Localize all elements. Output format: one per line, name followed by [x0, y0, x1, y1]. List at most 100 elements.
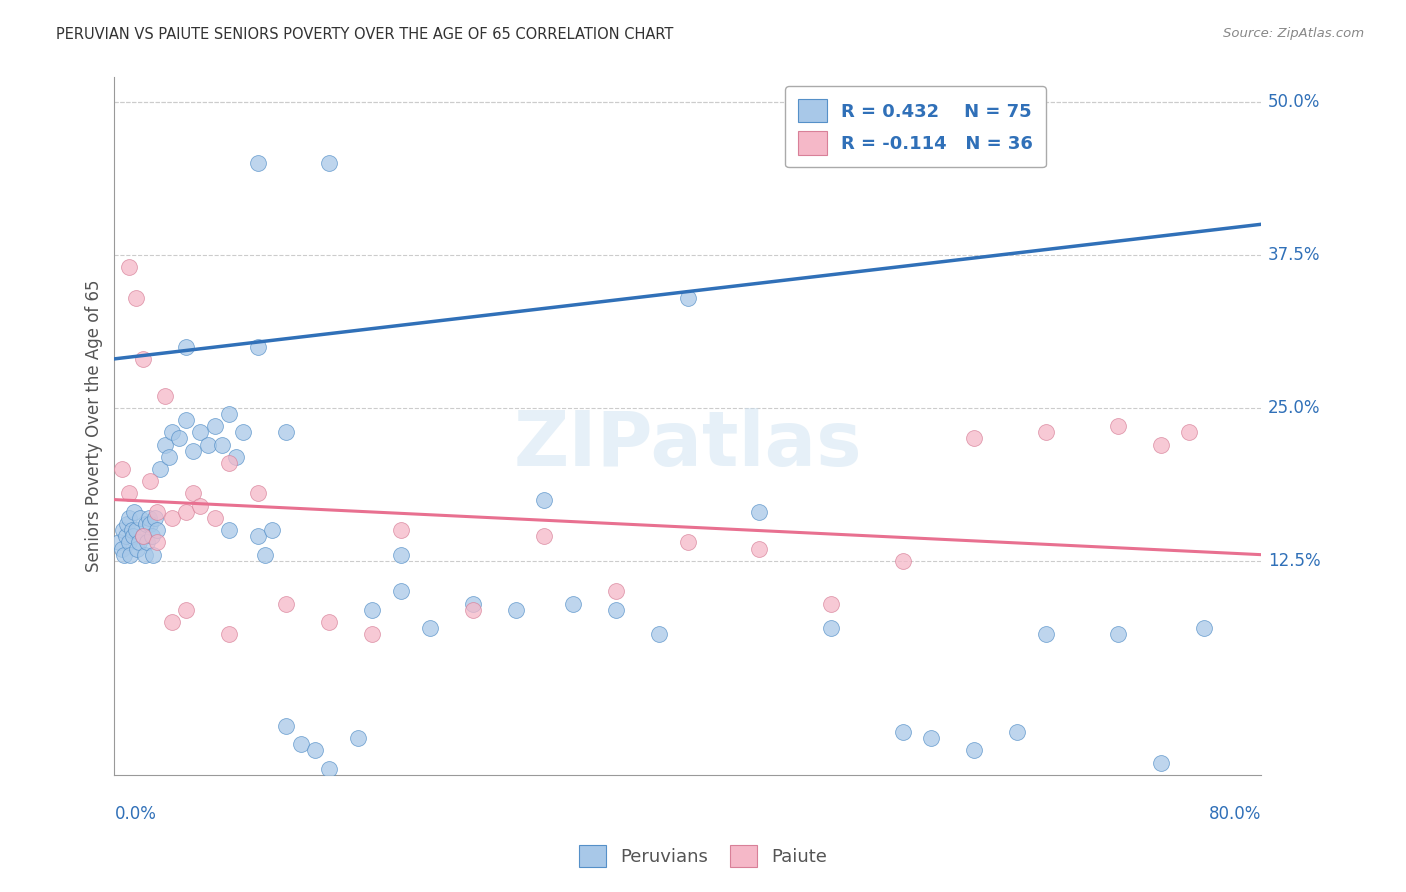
Point	[891, 725, 914, 739]
Point	[211, 437, 233, 451]
Point	[111, 523, 134, 537]
Point	[676, 535, 699, 549]
Point	[262, 523, 284, 537]
Point	[1035, 627, 1057, 641]
Point	[118, 535, 141, 549]
Point	[160, 615, 183, 629]
Point	[1192, 621, 1215, 635]
Point	[648, 627, 671, 641]
Point	[160, 511, 183, 525]
Text: ZIPatlas: ZIPatlas	[513, 408, 862, 482]
Point	[1178, 425, 1201, 440]
Point	[118, 486, 141, 500]
Point	[389, 523, 412, 537]
Point	[129, 511, 152, 525]
Text: 50.0%: 50.0%	[1268, 93, 1320, 111]
Point	[246, 340, 269, 354]
Point	[246, 486, 269, 500]
Legend: R = 0.432    N = 75, R = -0.114   N = 36: R = 0.432 N = 75, R = -0.114 N = 36	[785, 87, 1046, 167]
Point	[110, 462, 132, 476]
Point	[1035, 425, 1057, 440]
Point	[389, 548, 412, 562]
Point	[276, 719, 298, 733]
Point	[132, 529, 155, 543]
Point	[533, 492, 555, 507]
Point	[174, 340, 197, 354]
Point	[605, 603, 627, 617]
Point	[361, 603, 384, 617]
Point	[181, 486, 204, 500]
Point	[117, 517, 139, 532]
Point	[920, 731, 942, 746]
Point	[290, 737, 312, 751]
Point	[1150, 756, 1173, 770]
Point	[115, 529, 138, 543]
Point	[1150, 437, 1173, 451]
Y-axis label: Seniors Poverty Over the Age of 65: Seniors Poverty Over the Age of 65	[86, 280, 103, 573]
Point	[562, 597, 585, 611]
Point	[160, 425, 183, 440]
Point	[153, 388, 176, 402]
Point	[141, 529, 163, 543]
Point	[181, 443, 204, 458]
Point	[218, 407, 240, 421]
Point	[132, 351, 155, 366]
Point	[246, 529, 269, 543]
Point	[125, 291, 148, 305]
Point	[419, 621, 441, 635]
Point	[204, 419, 226, 434]
Point	[347, 731, 370, 746]
Point	[139, 475, 162, 489]
Point	[167, 432, 190, 446]
Point	[174, 603, 197, 617]
Point	[121, 523, 143, 537]
Text: 37.5%: 37.5%	[1268, 246, 1320, 264]
Point	[318, 156, 340, 170]
Point	[146, 523, 169, 537]
Point	[389, 584, 412, 599]
Point	[174, 413, 197, 427]
Point	[197, 437, 219, 451]
Point	[1107, 627, 1129, 641]
Point	[174, 505, 197, 519]
Point	[138, 511, 160, 525]
Point	[246, 156, 269, 170]
Point	[225, 450, 247, 464]
Point	[143, 511, 166, 525]
Point	[276, 597, 298, 611]
Text: 0.0%: 0.0%	[114, 805, 156, 823]
Point	[120, 548, 142, 562]
Point	[122, 529, 145, 543]
Point	[149, 462, 172, 476]
Point	[304, 743, 326, 757]
Legend: Peruvians, Paiute: Peruvians, Paiute	[572, 838, 834, 874]
Point	[318, 615, 340, 629]
Point	[232, 425, 254, 440]
Point	[218, 456, 240, 470]
Point	[253, 548, 276, 562]
Point	[820, 621, 842, 635]
Point	[204, 511, 226, 525]
Point	[676, 291, 699, 305]
Point	[118, 260, 141, 274]
Text: 80.0%: 80.0%	[1209, 805, 1261, 823]
Point	[190, 425, 212, 440]
Point	[146, 505, 169, 519]
Point	[1107, 419, 1129, 434]
Text: PERUVIAN VS PAIUTE SENIORS POVERTY OVER THE AGE OF 65 CORRELATION CHART: PERUVIAN VS PAIUTE SENIORS POVERTY OVER …	[56, 27, 673, 42]
Point	[139, 517, 162, 532]
Point	[318, 762, 340, 776]
Text: 12.5%: 12.5%	[1268, 552, 1320, 570]
Point	[157, 450, 180, 464]
Point	[110, 541, 132, 556]
Point	[132, 529, 155, 543]
Point	[134, 548, 156, 562]
Point	[190, 499, 212, 513]
Point	[142, 548, 165, 562]
Text: 25.0%: 25.0%	[1268, 399, 1320, 417]
Point	[118, 511, 141, 525]
Point	[146, 535, 169, 549]
Point	[124, 505, 146, 519]
Point	[891, 554, 914, 568]
Point	[361, 627, 384, 641]
